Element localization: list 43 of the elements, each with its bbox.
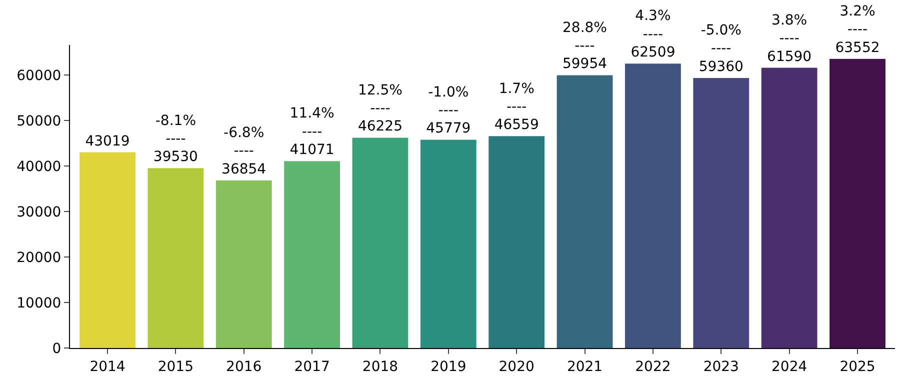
bar <box>420 140 476 348</box>
y-tick-label: 10000 <box>16 295 62 312</box>
bar <box>216 180 272 348</box>
data-label: 12.5% ---- 46225 <box>358 82 402 135</box>
y-tick-label: 20000 <box>16 250 62 266</box>
data-label: 43019 <box>85 133 130 150</box>
data-label: 28.8% ---- 59954 <box>562 20 608 72</box>
data-label: -8.1% ---- 39530 <box>153 112 198 166</box>
y-tick-label: 40000 <box>16 158 62 175</box>
bar <box>352 138 408 348</box>
data-label: 3.8% ---- 61590 <box>767 12 812 65</box>
bar <box>556 75 613 348</box>
bar <box>761 68 818 348</box>
data-label: 4.3% ---- 62509 <box>630 8 676 61</box>
x-tick-label: 2022 <box>635 358 671 375</box>
y-tick-label: 0 <box>52 340 62 357</box>
x-tick-label: 2015 <box>158 358 194 375</box>
x-tick-label: 2017 <box>294 358 330 375</box>
y-tick-label: 50000 <box>16 113 62 130</box>
data-label: -5.0% ---- 59360 <box>698 22 744 75</box>
y-tick-label: 30000 <box>16 204 62 220</box>
bar <box>625 64 681 348</box>
x-tick-label: 2024 <box>772 358 808 375</box>
x-tick-label: 2018 <box>362 358 398 375</box>
x-tick-label: 2020 <box>498 358 534 375</box>
bar <box>148 168 204 348</box>
bar <box>284 161 340 348</box>
x-tick-label: 2019 <box>430 358 466 375</box>
data-label: -6.8% ---- 36854 <box>222 124 266 178</box>
x-tick-label: 2014 <box>90 358 126 375</box>
bar <box>830 58 886 348</box>
x-tick-label: 2016 <box>226 358 262 375</box>
data-label: -1.0% ---- 45779 <box>426 84 471 137</box>
x-tick-label: 2023 <box>703 358 739 375</box>
bar <box>488 136 545 348</box>
x-tick-label: 2025 <box>840 358 876 375</box>
bar <box>693 78 750 348</box>
data-label: 1.7% ---- 46559 <box>494 80 539 134</box>
data-label: 11.4% ---- 41071 <box>290 106 334 158</box>
y-tick-label: 60000 <box>16 68 62 84</box>
x-tick-label: 2021 <box>566 358 603 375</box>
data-label: 3.2% ---- 63552 <box>835 3 880 56</box>
bar <box>80 152 136 348</box>
